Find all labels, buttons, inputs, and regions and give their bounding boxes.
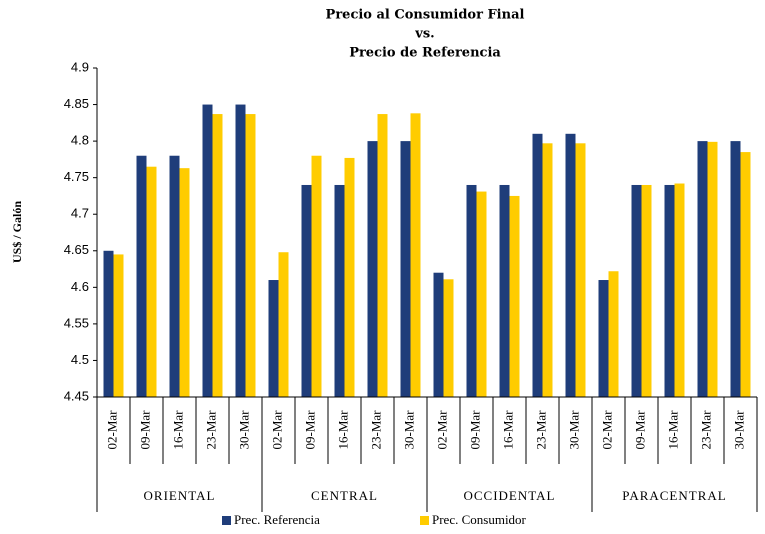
bar xyxy=(367,141,378,397)
x-tick-label: 09-Mar xyxy=(302,410,317,450)
y-tick-label: 4.6 xyxy=(71,279,89,294)
bar xyxy=(532,133,543,398)
y-tick-label: 4.9 xyxy=(71,59,89,74)
group-label: CENTRAL xyxy=(311,488,378,503)
bar xyxy=(212,114,223,397)
legend-label: Prec. Referencia xyxy=(234,512,320,527)
x-tick-label: 30-Mar xyxy=(566,410,581,450)
bar xyxy=(476,191,487,397)
bar xyxy=(707,141,718,397)
x-tick-label: 23-Mar xyxy=(533,410,548,450)
bar xyxy=(169,155,180,397)
x-tick-label: 30-Mar xyxy=(731,410,746,450)
chart-title: Precio al Consumidor Final xyxy=(326,8,525,23)
bar xyxy=(565,133,576,398)
bar xyxy=(235,104,246,398)
bar xyxy=(740,152,751,397)
y-tick-label: 4.7 xyxy=(71,206,89,221)
x-tick-label: 02-Mar xyxy=(434,410,449,450)
chart-title: vs. xyxy=(414,27,434,42)
group-label: OCCIDENTAL xyxy=(463,488,555,503)
y-tick-label: 4.75 xyxy=(64,169,89,184)
x-tick-label: 02-Mar xyxy=(104,410,119,450)
y-tick-label: 4.8 xyxy=(71,133,89,148)
bar xyxy=(641,184,652,397)
bar xyxy=(509,195,520,397)
bar xyxy=(499,184,510,397)
bar xyxy=(697,141,708,397)
bar xyxy=(268,280,279,397)
chart-title: Precio de Referencia xyxy=(349,46,501,61)
legend-swatch xyxy=(420,516,429,525)
group-label: PARACENTRAL xyxy=(622,488,726,503)
x-tick-label: 30-Mar xyxy=(236,410,251,450)
bar xyxy=(311,155,322,397)
legend-swatch xyxy=(222,516,231,525)
y-tick-label: 4.55 xyxy=(64,315,89,330)
x-tick-label: 09-Mar xyxy=(137,410,152,450)
x-tick-label: 09-Mar xyxy=(467,410,482,450)
bar xyxy=(278,252,289,397)
y-tick-label: 4.5 xyxy=(71,352,89,367)
legend-label: Prec. Consumidor xyxy=(432,512,527,527)
y-tick-label: 4.45 xyxy=(64,388,89,403)
bar xyxy=(466,184,477,397)
bar xyxy=(608,271,619,397)
bar xyxy=(575,143,586,397)
bar xyxy=(433,272,444,397)
bar xyxy=(179,168,190,397)
x-tick-label: 30-Mar xyxy=(401,410,416,450)
bar xyxy=(400,141,411,397)
y-tick-label: 4.65 xyxy=(64,242,89,257)
bar xyxy=(301,184,312,397)
x-tick-label: 23-Mar xyxy=(203,410,218,450)
bar xyxy=(674,183,685,397)
bar xyxy=(344,157,355,397)
x-tick-label: 23-Mar xyxy=(368,410,383,450)
y-axis-label: US$ / Galón xyxy=(10,201,24,263)
bar xyxy=(245,114,256,397)
x-tick-label: 16-Mar xyxy=(500,410,515,450)
bar xyxy=(410,113,421,397)
x-tick-label: 16-Mar xyxy=(335,410,350,450)
bar xyxy=(730,141,741,397)
bar xyxy=(664,184,675,397)
x-tick-label: 02-Mar xyxy=(599,410,614,450)
bar xyxy=(136,155,147,397)
x-tick-label: 02-Mar xyxy=(269,410,284,450)
x-tick-label: 16-Mar xyxy=(170,410,185,450)
bar xyxy=(542,143,553,397)
bar xyxy=(443,279,454,397)
bar xyxy=(334,184,345,397)
bar xyxy=(377,114,388,397)
group-label: ORIENTAL xyxy=(144,488,216,503)
x-tick-label: 23-Mar xyxy=(698,410,713,450)
y-tick-label: 4.85 xyxy=(64,96,89,111)
x-tick-label: 09-Mar xyxy=(632,410,647,450)
bar xyxy=(146,166,157,397)
bar xyxy=(631,184,642,397)
bar xyxy=(113,254,124,397)
bar xyxy=(103,250,114,397)
x-tick-label: 16-Mar xyxy=(665,410,680,450)
bar xyxy=(202,104,213,398)
bar xyxy=(598,280,609,397)
